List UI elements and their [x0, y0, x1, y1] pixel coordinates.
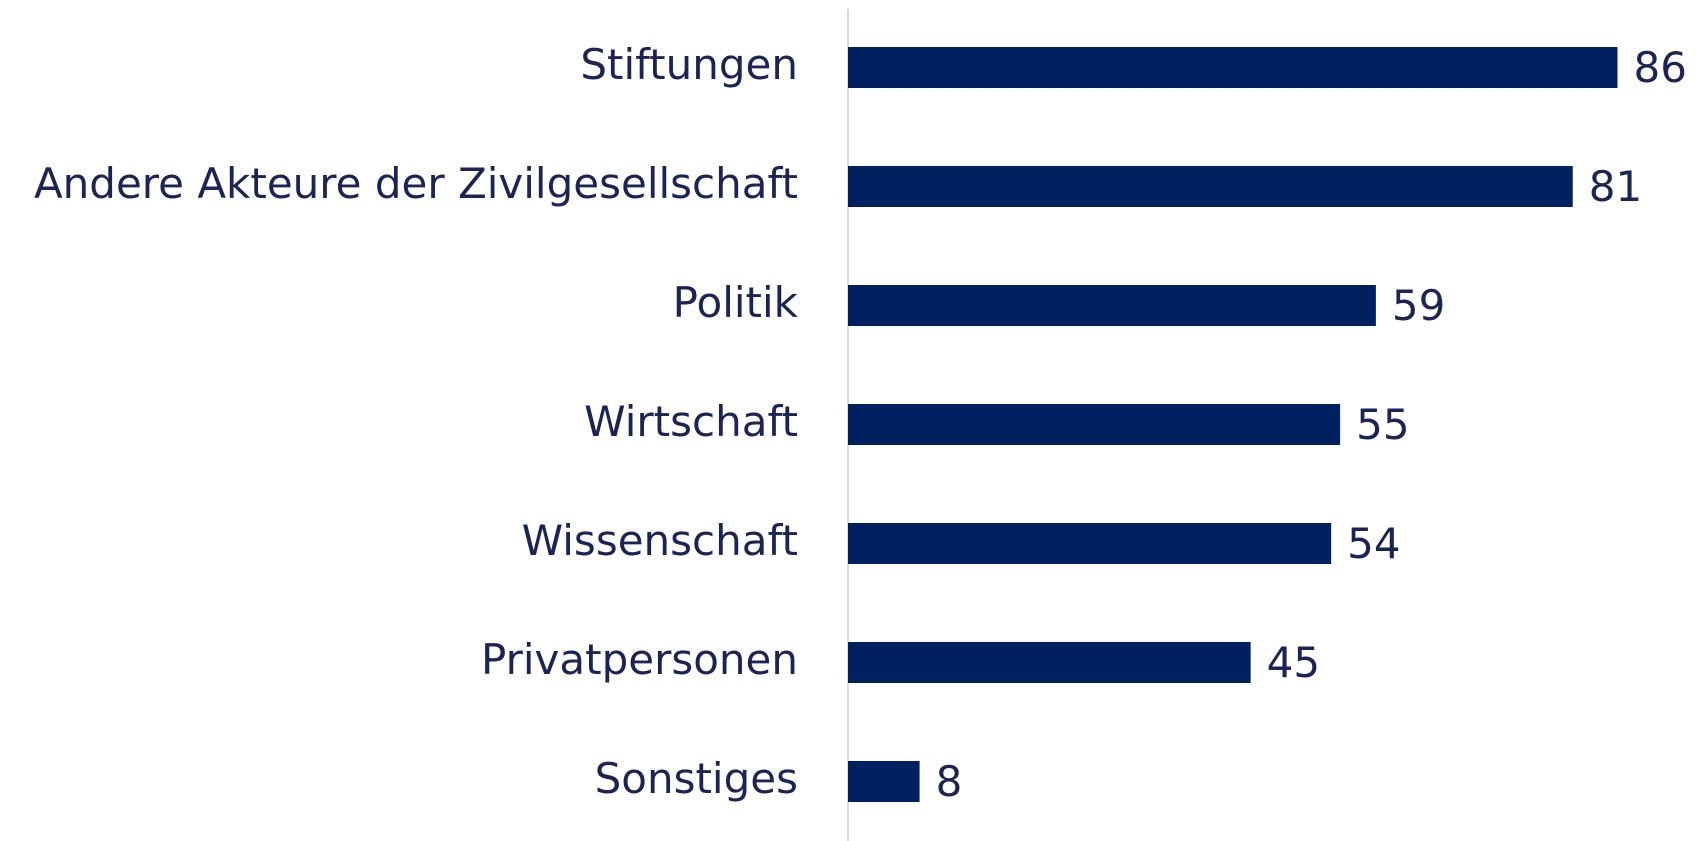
bar: [848, 404, 1341, 445]
category-label: Wirtschaft: [584, 397, 798, 446]
category-label: Andere Akteure der Zivilgesellschaft: [34, 159, 798, 208]
bar: [848, 761, 920, 802]
category-label: Sonstiges: [595, 754, 798, 803]
value-label: 81: [1589, 162, 1642, 211]
value-label: 8: [936, 757, 963, 806]
category-label: Stiftungen: [580, 40, 798, 89]
bar: [848, 47, 1618, 88]
bar: [848, 166, 1573, 207]
value-label: 86: [1633, 43, 1686, 92]
value-label: 59: [1392, 281, 1445, 330]
bar: [848, 523, 1332, 564]
value-label: 45: [1267, 638, 1320, 687]
category-label: Wissenschaft: [522, 516, 798, 565]
category-label: Politik: [673, 278, 799, 327]
value-label: 55: [1356, 400, 1409, 449]
value-label: 54: [1347, 519, 1400, 568]
bar: [848, 642, 1251, 683]
category-label: Privatpersonen: [481, 635, 798, 684]
bar: [848, 285, 1376, 326]
